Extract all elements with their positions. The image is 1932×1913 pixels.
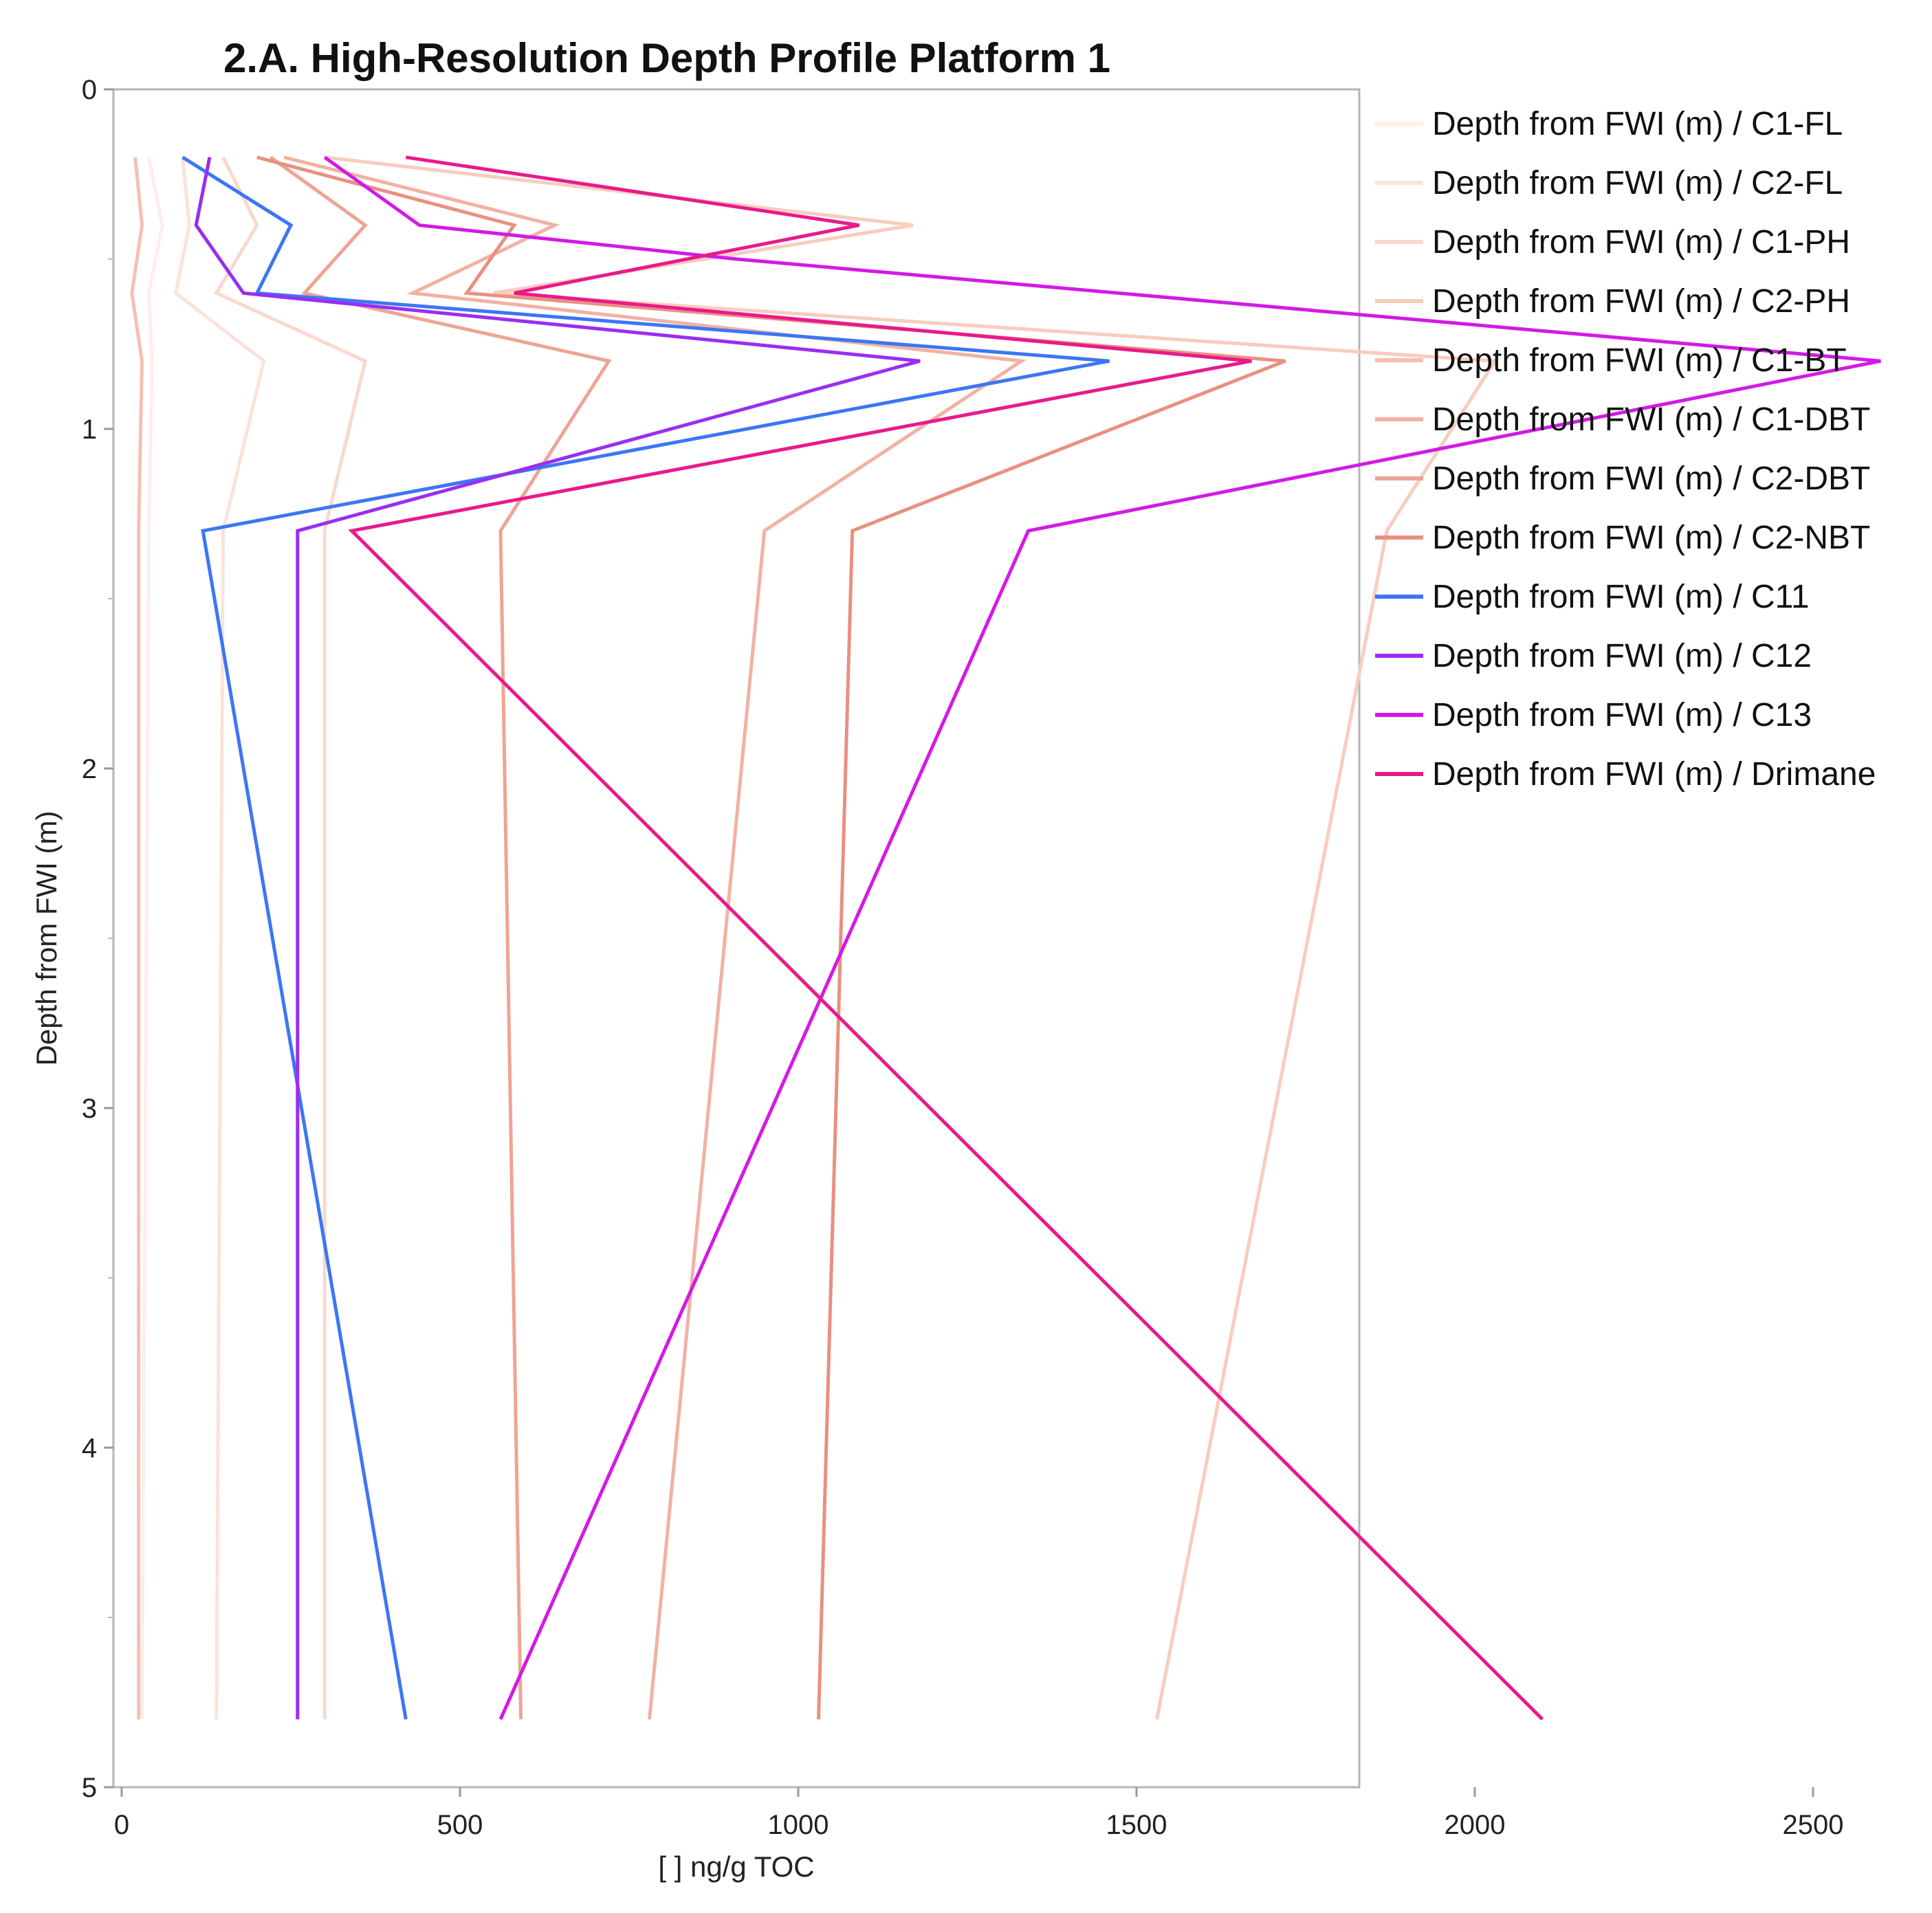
legend-label: Depth from FWI (m) / C2-DBT: [1432, 461, 1870, 497]
series-line-11: [323, 155, 1881, 1721]
legend-item: Depth from FWI (m) / C1-FL: [1375, 106, 1843, 142]
legend-item: Depth from FWI (m) / C2-FL: [1375, 165, 1843, 201]
x-axis-label: [ ] ng/g TOC: [658, 1850, 814, 1883]
y-axis-label: Depth from FWI (m): [30, 810, 63, 1065]
y-tick-label: 0: [82, 75, 97, 105]
legend-label: Depth from FWI (m) / C2-PH: [1432, 283, 1850, 320]
series-line-7: [270, 155, 612, 1720]
legend-item: Depth from FWI (m) / C1-PH: [1375, 224, 1850, 261]
legend-item: Depth from FWI (m) / C1-DBT: [1375, 401, 1870, 438]
legend-label: Depth from FWI (m) / C1-DBT: [1432, 401, 1870, 438]
x-tick-label: 1000: [768, 1810, 829, 1840]
y-tick-label: 2: [82, 754, 97, 784]
legend-label: Depth from FWI (m) / C2-FL: [1432, 165, 1843, 201]
legend-label: Depth from FWI (m) / C1-BT: [1432, 342, 1847, 379]
legend: Depth from FWI (m) / C1-FL Depth from FWI…: [1375, 106, 1876, 793]
legend-item: Depth from FWI (m) / Drimane: [1375, 756, 1876, 793]
legend-item: Depth from FWI (m) / C2-DBT: [1375, 461, 1870, 497]
x-tick-label: 0: [114, 1810, 129, 1840]
legend-item: Depth from FWI (m) / C12: [1375, 638, 1812, 674]
series-line-8: [256, 155, 1286, 1720]
x-tick-label: 2000: [1445, 1810, 1506, 1840]
x-tick-label: 2500: [1783, 1810, 1844, 1840]
x-tick-label: 1500: [1106, 1810, 1167, 1840]
legend-label: Depth from FWI (m) / C11: [1432, 579, 1810, 615]
series-line-2: [173, 157, 266, 1720]
legend-label: Depth from FWI (m) / C2-NBT: [1432, 520, 1870, 556]
series-line-12: [348, 155, 1544, 1721]
legend-item: Depth from FWI (m) / C13: [1375, 697, 1812, 733]
series-line-3: [214, 156, 368, 1720]
y-tick-label: 4: [82, 1433, 97, 1463]
series-line-5: [130, 157, 144, 1720]
legend-label: Depth from FWI (m) / C1-PH: [1432, 224, 1850, 261]
series-line-4: [324, 155, 1498, 1720]
legend-item: Depth from FWI (m) / C1-BT: [1375, 342, 1847, 379]
y-tick-label: 3: [82, 1094, 97, 1124]
legend-label: Depth from FWI (m) / C1-FL: [1432, 106, 1843, 142]
x-tick-label: 500: [437, 1810, 483, 1840]
y-tick-label: 1: [82, 414, 97, 445]
legend-item: Depth from FWI (m) / C2-NBT: [1375, 520, 1870, 556]
legend-label: Depth from FWI (m) / Drimane: [1432, 756, 1876, 793]
axis-ticks: 0 500 1000 1500 2000 2500 0 1 2 3 4 5: [82, 75, 1844, 1840]
series-lines: [130, 155, 1881, 1721]
legend-label: Depth from FWI (m) / C12: [1432, 638, 1812, 674]
series-line-10: [194, 157, 921, 1720]
legend-item: Depth from FWI (m) / C11: [1375, 579, 1810, 615]
series-line-6: [283, 155, 1027, 1720]
legend-label: Depth from FWI (m) / C13: [1432, 697, 1812, 733]
series-line-9: [182, 155, 1110, 1720]
series-line-1: [140, 157, 164, 1720]
y-tick-label: 5: [82, 1773, 97, 1803]
chart-title: 2.A. High-Resolution Depth Profile Platf…: [223, 35, 1110, 81]
legend-item: Depth from FWI (m) / C2-PH: [1375, 283, 1850, 320]
